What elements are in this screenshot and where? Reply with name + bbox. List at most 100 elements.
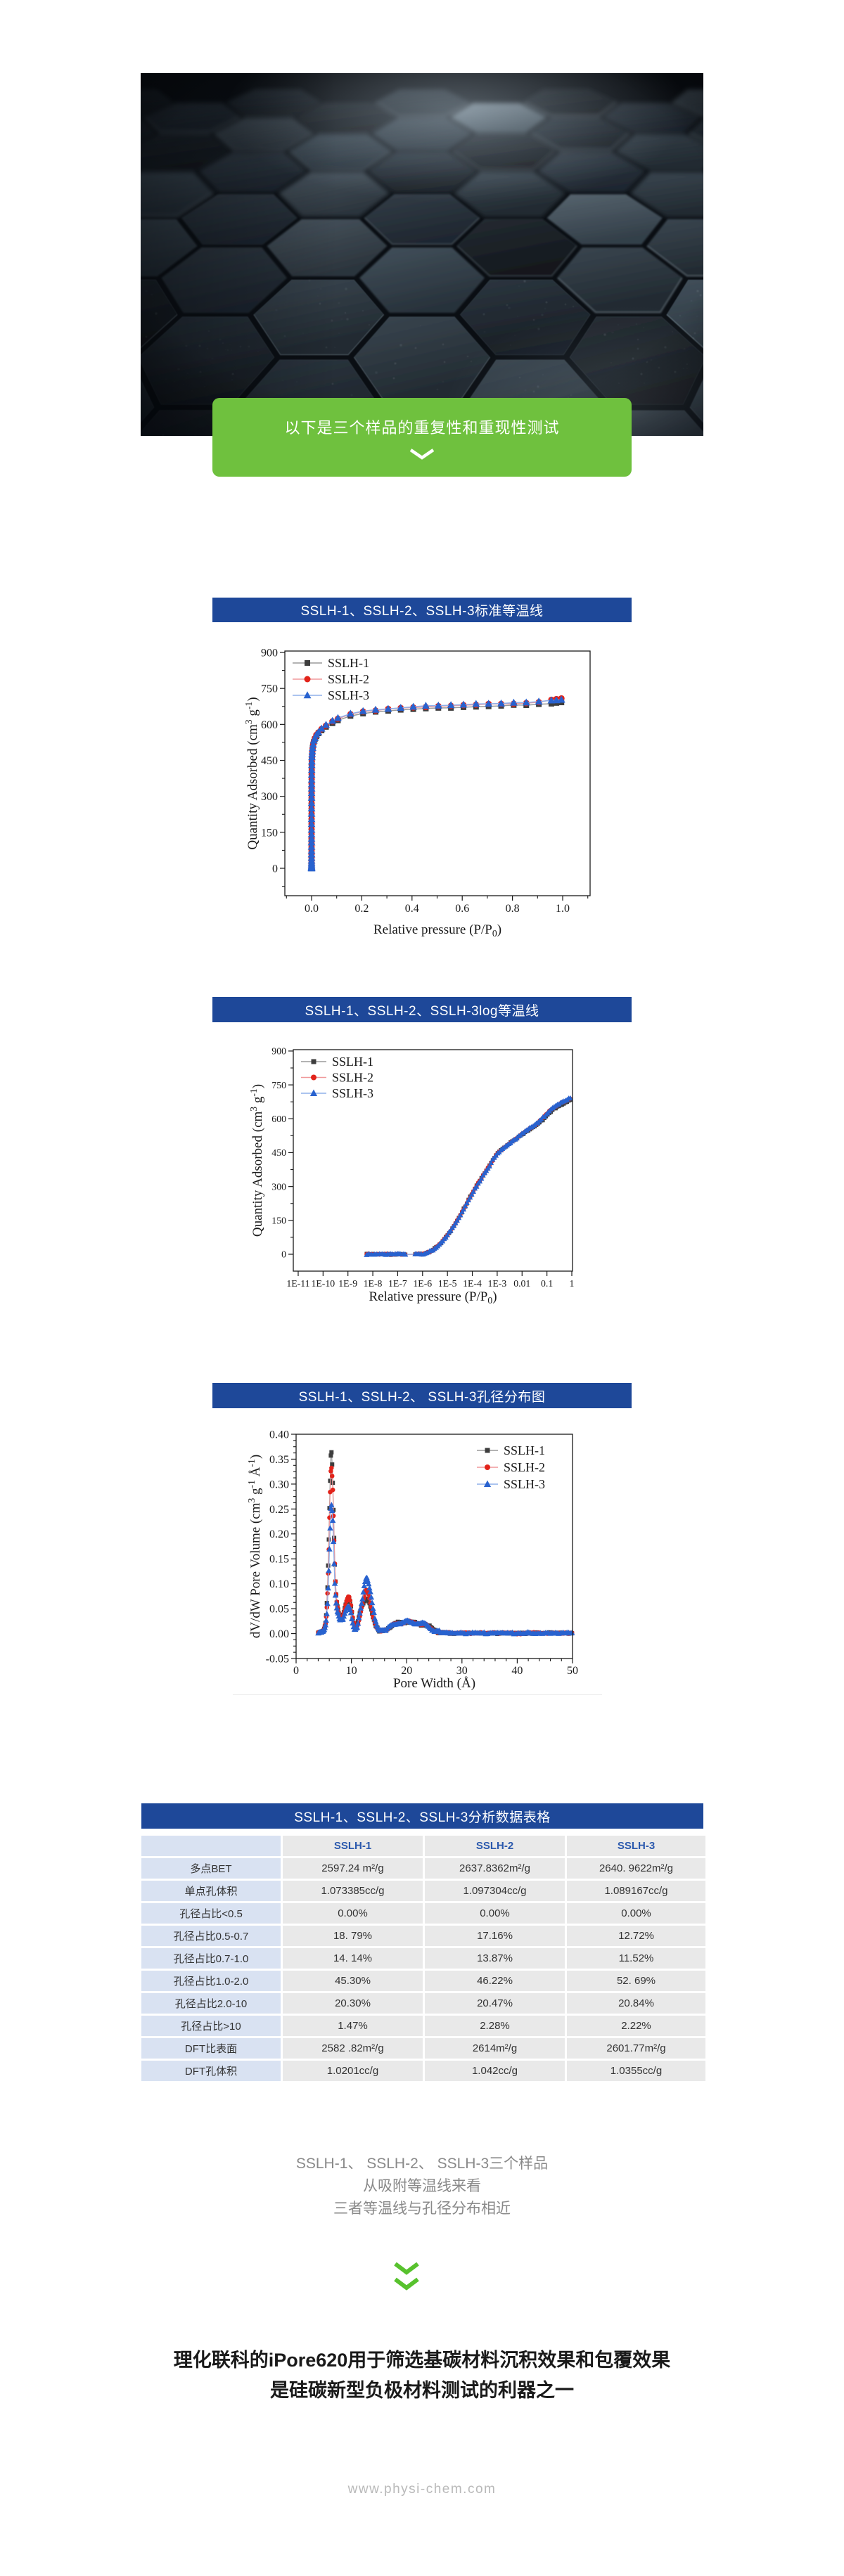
standard-isotherm-plot: 0.0 0.2 0.4 0.6 0.8 1.0 0 150 300 450 600 750 900 Rel…: [243, 647, 591, 939]
svg-text:600: 600: [271, 1114, 286, 1124]
summary-line-3: 三者等温线与孔径分布相近: [333, 2201, 511, 2217]
svg-text:40: 40: [511, 1665, 523, 1677]
row-label: 多点BET: [141, 1858, 281, 1879]
table-cell: 20.84%: [567, 1993, 705, 2014]
summary-line-2: 从吸附等温线来看: [363, 2178, 481, 2194]
svg-text:Quantity Adsorbed (cm3 g-1): Quantity Adsorbed (cm3 g-1): [243, 697, 260, 849]
row-label: DFT比表面: [141, 2038, 281, 2059]
section-title-label: SSLH-1、SSLH-2、SSLH-3标准等温线: [300, 604, 544, 619]
svg-text:450: 450: [261, 755, 278, 767]
table-cell: 2582 .82m²/g: [283, 2038, 423, 2059]
table-cell: 0.00%: [425, 1903, 565, 1924]
table-title-bar: SSLH-1、SSLH-2、SSLH-3分析数据表格: [141, 1803, 703, 1829]
svg-text:SSLH-1: SSLH-1: [332, 1055, 373, 1069]
svg-text:0.0: 0.0: [305, 903, 319, 915]
section-title-bar-standard-isotherm: SSLH-1、SSLH-2、SSLH-3标准等温线: [212, 598, 632, 622]
svg-text:1.0: 1.0: [556, 903, 570, 915]
row-label: 孔径占比>10: [141, 2016, 281, 2036]
standard-isotherm-chart: 0.0 0.2 0.4 0.6 0.8 1.0 0 150 300 450 600 750 900 Rel…: [229, 633, 619, 949]
svg-text:0.30: 0.30: [269, 1479, 289, 1490]
table-corner-cell: [141, 1836, 281, 1856]
svg-text:0: 0: [293, 1665, 299, 1677]
section-title-label: SSLH-1、SSLH-2、SSLH-3log等温线: [305, 1003, 539, 1019]
svg-text:SSLH-2: SSLH-2: [332, 1071, 373, 1085]
svg-text:SSLH-1: SSLH-1: [504, 1443, 545, 1457]
svg-text:0.20: 0.20: [269, 1528, 289, 1540]
svg-text:0.25: 0.25: [269, 1504, 289, 1516]
table-cell: 2.28%: [425, 2016, 565, 2036]
svg-text:300: 300: [261, 791, 278, 803]
svg-text:300: 300: [271, 1181, 286, 1192]
svg-text:SSLH-2: SSLH-2: [328, 672, 369, 686]
svg-text:150: 150: [271, 1216, 286, 1226]
svg-text:150: 150: [261, 827, 278, 839]
table-title-label: SSLH-1、SSLH-2、SSLH-3分析数据表格: [294, 1810, 551, 1825]
svg-text:0.6: 0.6: [455, 903, 469, 915]
table-cell: 1.042cc/g: [425, 2061, 565, 2081]
svg-text:1E-7: 1E-7: [388, 1278, 407, 1289]
row-label: 孔径占比<0.5: [141, 1903, 281, 1924]
svg-text:0.01: 0.01: [513, 1278, 530, 1289]
svg-text:50: 50: [567, 1665, 578, 1677]
svg-text:0.35: 0.35: [269, 1454, 289, 1466]
section-title-label: SSLH-1、SSLH-2、 SSLH-3孔径分布图: [298, 1389, 546, 1405]
summary-text: SSLH-1、 SSLH-2、 SSLH-3三个样品 从吸附等温线来看 三者等温…: [0, 2153, 844, 2220]
svg-text:750: 750: [261, 683, 278, 695]
svg-text:Relative pressure (P/P0): Relative pressure (P/P0): [369, 1289, 497, 1306]
closing-line-1: 理化联科的iPore620用于筛选基碳材料沉积效果和包覆效果: [173, 2350, 671, 2371]
section-title-bar-log-isotherm: SSLH-1、SSLH-2、SSLH-3log等温线: [212, 997, 632, 1022]
pore-size-distribution-chart: 0 10 20 30 40 50 -0.05 0.00 0.05 0.10 0.15 0.20 0.25…: [232, 1416, 612, 1697]
svg-text:1E-9: 1E-9: [338, 1278, 357, 1289]
svg-text:1E-4: 1E-4: [463, 1278, 482, 1289]
svg-text:Quantity Adsorbed (cm3 g-1): Quantity Adsorbed (cm3 g-1): [248, 1084, 265, 1237]
row-label: 孔径占比0.5-0.7: [141, 1926, 281, 1946]
svg-text:0.8: 0.8: [506, 903, 520, 915]
svg-text:0: 0: [272, 863, 278, 875]
svg-text:750: 750: [271, 1080, 286, 1090]
table-cell: 13.87%: [425, 1948, 565, 1969]
table-cell: 20.47%: [425, 1993, 565, 2014]
closing-statement: 理化联科的iPore620用于筛选基碳材料沉积效果和包覆效果 是硅碳新型负极材料…: [0, 2345, 844, 2406]
table-cell: 45.30%: [283, 1971, 423, 1991]
section-title-bar-pore-distribution: SSLH-1、SSLH-2、 SSLH-3孔径分布图: [212, 1383, 632, 1408]
cta-banner-label: 以下是三个样品的重复性和重现性测试: [284, 419, 560, 437]
column-header: SSLH-3: [567, 1836, 705, 1856]
table-cell: 0.00%: [567, 1903, 705, 1924]
table-cell: 1.0355cc/g: [567, 2061, 705, 2081]
svg-text:0.4: 0.4: [405, 903, 419, 915]
table-cell: 18. 79%: [283, 1926, 423, 1946]
svg-text:0: 0: [281, 1249, 286, 1260]
table-cell: 12.72%: [567, 1926, 705, 1946]
table-cell: 2614m²/g: [425, 2038, 565, 2059]
analysis-data-table: SSLH-1 SSLH-2 SSLH-3 多点BET 2597.24 m²/g 2637.…: [141, 1836, 705, 2081]
svg-text:1E-11: 1E-11: [286, 1278, 309, 1289]
svg-text:30: 30: [456, 1665, 468, 1677]
svg-text:SSLH-3: SSLH-3: [332, 1086, 373, 1100]
svg-text:1E-6: 1E-6: [413, 1278, 432, 1289]
svg-text:450: 450: [271, 1147, 286, 1158]
svg-text:900: 900: [271, 1046, 286, 1057]
row-label: 单点孔体积: [141, 1881, 281, 1901]
svg-text:SSLH-3: SSLH-3: [504, 1477, 545, 1491]
row-label: 孔径占比2.0-10: [141, 1993, 281, 2014]
svg-text:20: 20: [401, 1665, 412, 1677]
closing-line-2: 是硅碳新型负极材料测试的利器之一: [270, 2380, 574, 2401]
svg-text:1E-8: 1E-8: [364, 1278, 383, 1289]
svg-text:Relative pressure (P/P0): Relative pressure (P/P0): [373, 922, 501, 939]
svg-text:0.1: 0.1: [541, 1278, 553, 1289]
row-label: DFT孔体积: [141, 2061, 281, 2081]
table-cell: 1.0201cc/g: [283, 2061, 423, 2081]
svg-text:1E-10: 1E-10: [311, 1278, 335, 1289]
svg-text:1E-3: 1E-3: [487, 1278, 506, 1289]
hexagon-tiles-image: [141, 73, 703, 436]
column-header: SSLH-2: [425, 1836, 565, 1856]
double-chevron-down-icon: [393, 2261, 421, 2296]
svg-text:0.10: 0.10: [269, 1578, 289, 1590]
svg-text:1: 1: [570, 1278, 575, 1289]
table-cell: 52. 69%: [567, 1971, 705, 1991]
svg-text:10: 10: [346, 1665, 357, 1677]
table-cell: 2637.8362m²/g: [425, 1858, 565, 1879]
table-cell: 17.16%: [425, 1926, 565, 1946]
table-cell: 2601.77m²/g: [567, 2038, 705, 2059]
cta-banner[interactable]: 以下是三个样品的重复性和重现性测试: [212, 398, 632, 477]
